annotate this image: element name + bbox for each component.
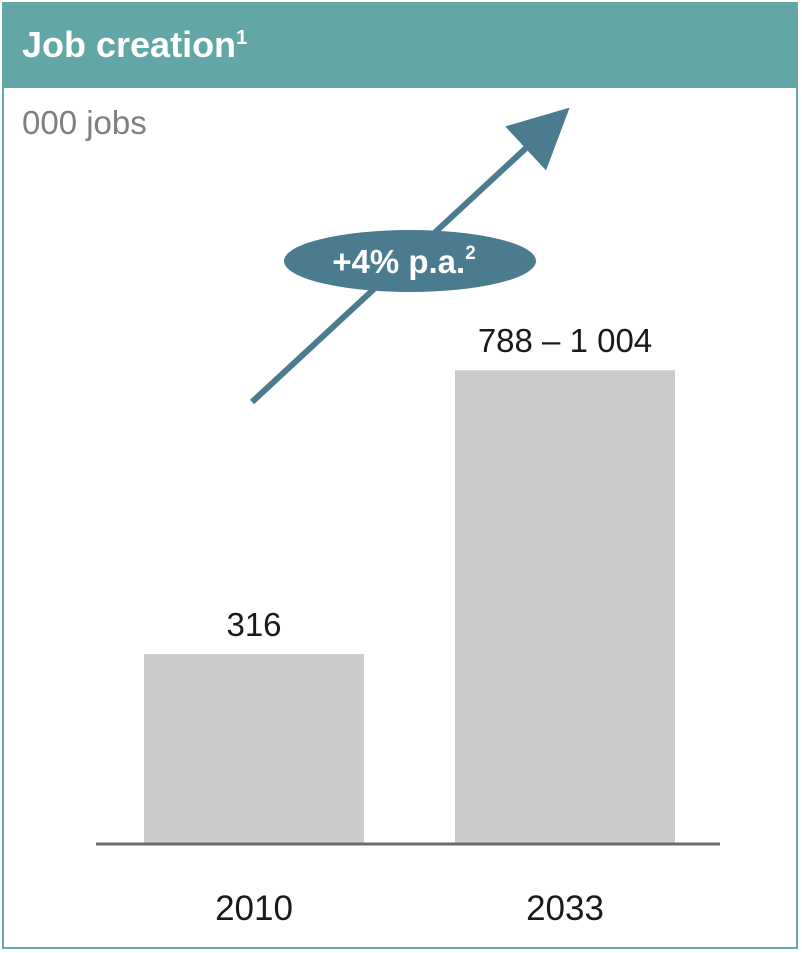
- growth-annotation: +4% p.a.2: [249, 107, 570, 405]
- x-tick-2033: 2033: [526, 889, 604, 928]
- labels-layer: 316 2010 788 – 1 004 2033: [215, 322, 652, 928]
- chart-header: Job creation1: [4, 4, 796, 88]
- cagr-text: +4% p.a.: [332, 243, 465, 280]
- title-footnote: 1: [236, 27, 248, 49]
- unit-label: 000 jobs: [22, 104, 147, 141]
- data-label-2010: 316: [226, 606, 281, 643]
- chart-title-text: Job creation: [22, 24, 237, 65]
- x-tick-2010: 2010: [215, 889, 293, 928]
- data-label-2033: 788 – 1 004: [478, 322, 652, 359]
- cagr-footnote: 2: [465, 243, 476, 264]
- chart-title: Job creation1: [22, 24, 247, 66]
- cagr-label: +4% p.a.2: [332, 243, 476, 280]
- bar-2033: [455, 370, 675, 844]
- cagr-badge: [284, 230, 536, 292]
- bars-layer: [144, 370, 675, 844]
- bar-2010: [144, 654, 364, 844]
